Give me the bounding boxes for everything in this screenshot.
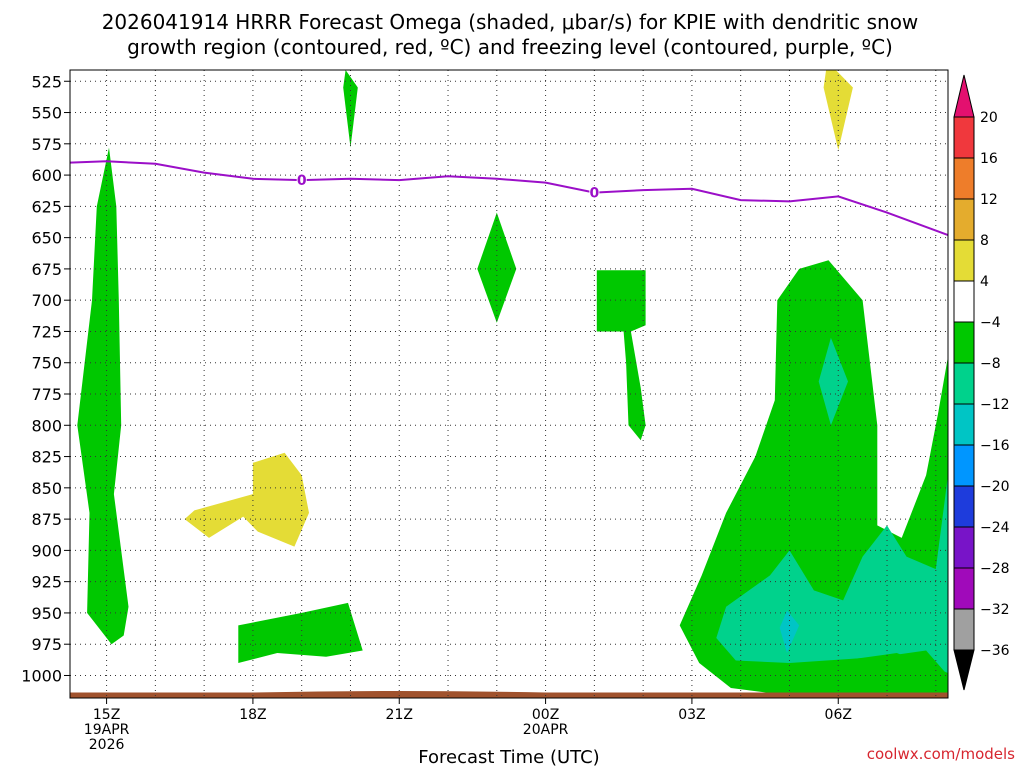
colorbar-segment — [953, 116, 975, 159]
colorbar-segment — [953, 526, 975, 569]
omega-region-2 — [477, 212, 517, 323]
y-tick-label: 750 — [31, 354, 62, 373]
y-tick-label: 675 — [31, 260, 62, 279]
credit-text: coolwx.com/models — [867, 745, 1015, 763]
y-tick-label: 775 — [31, 385, 62, 404]
y-tick-label: 975 — [31, 635, 62, 654]
x-tick-label: 20APR — [523, 722, 569, 738]
colorbar-segment — [953, 567, 975, 610]
omega-region-3 — [596, 270, 646, 441]
omega-region-10 — [833, 653, 948, 696]
colorbar-segment — [953, 485, 975, 528]
colorbar-label: 4 — [980, 274, 989, 290]
y-tick-label: 600 — [31, 166, 62, 185]
y-tick-label: 875 — [31, 510, 62, 529]
ground-bump — [252, 690, 546, 693]
x-tick-label: 06Z — [825, 707, 852, 723]
colorbar-segment — [953, 403, 975, 446]
chart-title-line-2: growth region (contoured, red, ºC) and f… — [127, 35, 893, 59]
colorbar-segment — [953, 608, 975, 651]
y-tick-label: 900 — [31, 541, 62, 560]
freezing-label-bg — [589, 185, 600, 200]
colorbar-segment — [953, 239, 975, 282]
x-tick-label: 19APR — [84, 722, 130, 738]
colorbar-segment — [953, 362, 975, 405]
colorbar-bottom-arrow — [953, 649, 975, 691]
colorbar-label: −28 — [980, 561, 1010, 577]
y-tick-label: 625 — [31, 197, 62, 216]
y-tick-label: 700 — [31, 291, 62, 310]
colorbar-label: −32 — [980, 602, 1010, 618]
colorbar-segment — [953, 444, 975, 487]
omega-region-1 — [343, 70, 358, 148]
colorbar-label: −8 — [980, 356, 1001, 372]
colorbar-segment — [953, 157, 975, 200]
x-tick-label: 2026 — [89, 737, 125, 753]
freezing-level-line — [69, 160, 949, 237]
y-tick-label: 950 — [31, 604, 62, 623]
colorbar-label: 8 — [980, 233, 989, 249]
y-tick-label: 925 — [31, 573, 62, 592]
x-tick-label: 00Z — [532, 707, 559, 723]
omega-region-0 — [77, 147, 129, 645]
y-axis: 525 550 575 600 625 650 675 700 725 750 775 800 825 8… — [21, 72, 70, 685]
y-tick-label: 575 — [31, 135, 62, 154]
colorbar-label: −24 — [980, 520, 1010, 536]
chart-title-line-1: 2026041914 HRRR Forecast Omega (shaded, … — [102, 10, 919, 34]
ground-strip — [70, 692, 948, 699]
colorbar-segment — [953, 280, 975, 323]
freezing-level-label-0: 0 — [297, 173, 307, 189]
y-tick-label: 850 — [31, 479, 62, 498]
omega-region-11 — [779, 610, 800, 653]
colorbar-label: 16 — [980, 151, 998, 167]
y-tick-label: 1000 — [21, 666, 62, 685]
colorbar-label: −16 — [980, 438, 1010, 454]
colorbar: 20 16 12 8 4 −4 −8 −12 −16 −20 −24 −28 −32 −36 — [953, 74, 1010, 691]
colorbar-label: −12 — [980, 397, 1010, 413]
omega-region-6 — [184, 452, 309, 547]
x-tick-label: 21Z — [386, 707, 413, 723]
omega-region-9 — [818, 337, 848, 426]
colorbar-label: −36 — [980, 643, 1010, 659]
colorbar-top-arrow — [953, 74, 975, 118]
x-axis-label: Forecast Time (UTC) — [418, 747, 599, 768]
x-tick-label: 18Z — [239, 707, 266, 723]
colorbar-segment — [953, 321, 975, 364]
y-tick-label: 725 — [31, 322, 62, 341]
freezing-label-bg — [296, 173, 307, 188]
colorbar-label: 20 — [980, 110, 998, 126]
x-tick-label: 03Z — [678, 707, 705, 723]
y-tick-label: 800 — [31, 416, 62, 435]
colorbar-label: 12 — [980, 192, 998, 208]
omega-region-4 — [238, 602, 363, 663]
freezing-level-label-1: 0 — [589, 186, 599, 202]
plot-frame — [69, 69, 949, 699]
y-tick-label: 650 — [31, 229, 62, 248]
plot-area: 00 — [69, 69, 949, 699]
colorbar-label: −4 — [980, 315, 1001, 331]
colorbar-segment — [953, 198, 975, 241]
y-tick-label: 825 — [31, 448, 62, 467]
y-tick-label: 525 — [31, 72, 62, 91]
omega-region-8 — [716, 475, 948, 676]
colorbar-label: −20 — [980, 479, 1010, 495]
x-tick-label: 15Z — [93, 707, 120, 723]
y-tick-label: 550 — [31, 104, 62, 123]
